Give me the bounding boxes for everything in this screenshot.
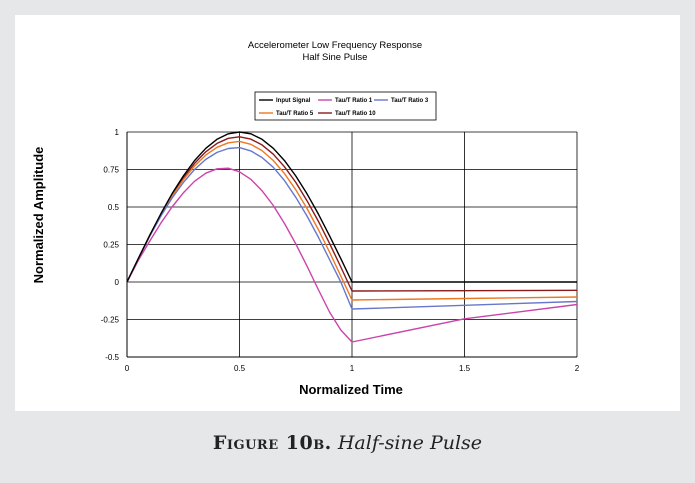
- figure-caption-text: Half-sine Pulse: [337, 432, 483, 454]
- y-tick-label: -0.5: [105, 353, 119, 362]
- series-line-tau-t-ratio-5: [126, 140, 578, 301]
- legend-label: Tau/T Ratio 10: [335, 111, 376, 117]
- y-tick-label: 0.5: [108, 203, 120, 212]
- figure-panel: Accelerometer Low Frequency Response Hal…: [15, 15, 680, 411]
- figure-caption-label: Figure 10b.: [212, 432, 332, 454]
- figure-caption: Figure 10b. Half-sine Pulse: [0, 432, 695, 454]
- series-line-tau-t-ratio-3: [126, 146, 578, 310]
- legend-box: [254, 91, 437, 121]
- x-tick-label: 0: [125, 364, 130, 373]
- y-tick-label: 0.75: [103, 166, 119, 175]
- x-tick-label: 0.5: [234, 364, 246, 373]
- y-tick-label: 0.25: [103, 241, 119, 250]
- y-tick-label: -0.25: [101, 316, 120, 325]
- legend: Input Signal Tau/T Ratio 1 Tau/T Ratio 3 Ta…: [254, 91, 437, 121]
- series-lines: [126, 131, 578, 343]
- legend-label: Input Signal: [276, 98, 311, 104]
- legend-label: Tau/T Ratio 5: [276, 111, 314, 117]
- x-tick-label: 1.5: [459, 364, 471, 373]
- chart-title: Accelerometer Low Frequency Response: [248, 40, 422, 51]
- chart: Accelerometer Low Frequency Response Hal…: [31, 40, 580, 397]
- x-tick-label: 2: [575, 364, 580, 373]
- x-tick-label: 1: [350, 364, 355, 373]
- y-tick-label: 0: [115, 278, 120, 287]
- legend-label: Tau/T Ratio 3: [391, 98, 429, 104]
- series-line-tau-t-ratio-1: [126, 167, 578, 343]
- chart-subtitle: Half Sine Pulse: [303, 52, 368, 63]
- x-axis-label: Normalized Time: [299, 382, 403, 397]
- y-tick-label: 1: [115, 128, 120, 137]
- series-line-input-signal: [126, 131, 577, 283]
- legend-label: Tau/T Ratio 1: [335, 98, 373, 104]
- y-axis-label: Normalized Amplitude: [31, 147, 46, 284]
- tick-labels: 1 0.75 0.5 0.25 0 -0.25 -0.5 0 0.5 1 1.5 2: [101, 128, 580, 373]
